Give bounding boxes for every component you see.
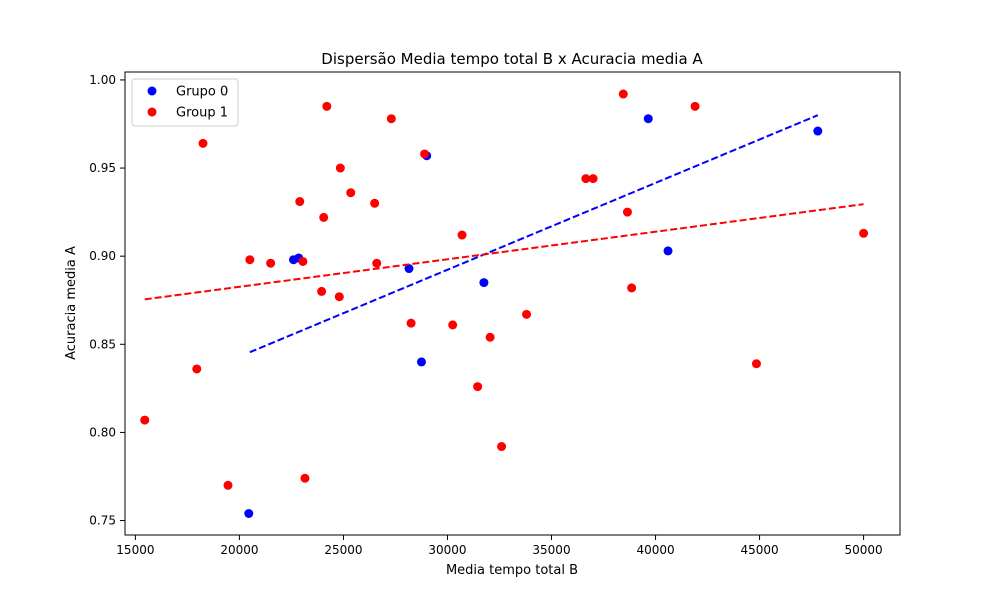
data-point: [266, 258, 276, 268]
data-point: [322, 101, 332, 111]
data-point: [581, 174, 591, 184]
x-tick-label: 40000: [636, 543, 674, 557]
data-point: [859, 228, 869, 238]
data-point: [522, 309, 532, 319]
data-point: [317, 286, 327, 296]
data-point: [198, 138, 208, 148]
data-point: [300, 473, 310, 483]
x-tick-label: 50000: [844, 543, 882, 557]
data-point: [223, 480, 233, 490]
y-axis: 0.75 0.80 0.85 0.90 0.95 1.00: [89, 73, 125, 528]
legend: Grupo 0 Group 1: [131, 78, 239, 127]
x-axis: 15000 20000 25000 30000 35000 40000 45000 50000: [116, 535, 883, 557]
legend-label: Group 1: [176, 106, 228, 121]
x-tick-label: 20000: [220, 543, 258, 557]
legend-box: [131, 78, 239, 127]
x-tick-label: 45000: [740, 543, 778, 557]
data-point: [457, 230, 467, 240]
data-point: [386, 114, 396, 124]
data-point: [192, 364, 202, 374]
data-point: [346, 188, 356, 198]
y-axis-label: Acuracia media A: [64, 246, 79, 360]
data-point: [485, 332, 495, 342]
plot-frame: [124, 71, 901, 536]
data-point: [244, 508, 254, 518]
data-point: [690, 101, 700, 111]
y-tick-label: 0.90: [89, 249, 116, 263]
x-tick-label: 30000: [428, 543, 466, 557]
chart-title: Dispersão Media tempo total B x Acuracia…: [321, 50, 703, 68]
data-point: [404, 264, 414, 274]
data-point: [588, 174, 598, 184]
y-tick-label: 0.85: [89, 337, 116, 351]
data-point: [479, 278, 489, 288]
trend-line: [144, 203, 864, 301]
data-point: [245, 255, 255, 265]
x-axis-label: Media tempo total B: [446, 563, 578, 578]
data-point: [497, 442, 507, 452]
x-tick-label: 15000: [116, 543, 154, 557]
data-point: [643, 114, 653, 124]
legend-marker: [147, 86, 157, 96]
data-point: [751, 359, 761, 369]
data-point: [622, 207, 632, 217]
x-tick-label: 25000: [324, 543, 362, 557]
data-point: [319, 212, 329, 222]
legend-label: Grupo 0: [176, 85, 228, 100]
data-point: [295, 197, 305, 207]
data-point: [140, 415, 150, 425]
data-point: [473, 382, 483, 392]
data-point: [618, 89, 628, 99]
y-tick-label: 0.80: [89, 425, 116, 439]
data-point: [813, 126, 823, 136]
y-tick-label: 0.95: [89, 161, 116, 175]
data-point: [335, 163, 345, 173]
data-point: [663, 246, 673, 256]
data-point: [406, 318, 416, 328]
x-tick-label: 35000: [532, 543, 570, 557]
data-point: [448, 320, 458, 330]
data-point: [416, 357, 426, 367]
data-point: [420, 149, 430, 159]
data-point: [627, 283, 637, 293]
legend-marker: [147, 107, 157, 117]
plot-area: [140, 89, 869, 518]
y-tick-label: 1.00: [89, 73, 116, 87]
data-point: [298, 256, 308, 266]
series-1: [140, 89, 869, 490]
data-point: [370, 198, 380, 208]
trend-line: [249, 114, 819, 354]
data-point: [372, 258, 382, 268]
data-point: [334, 292, 344, 302]
y-tick-label: 0.75: [89, 514, 116, 528]
